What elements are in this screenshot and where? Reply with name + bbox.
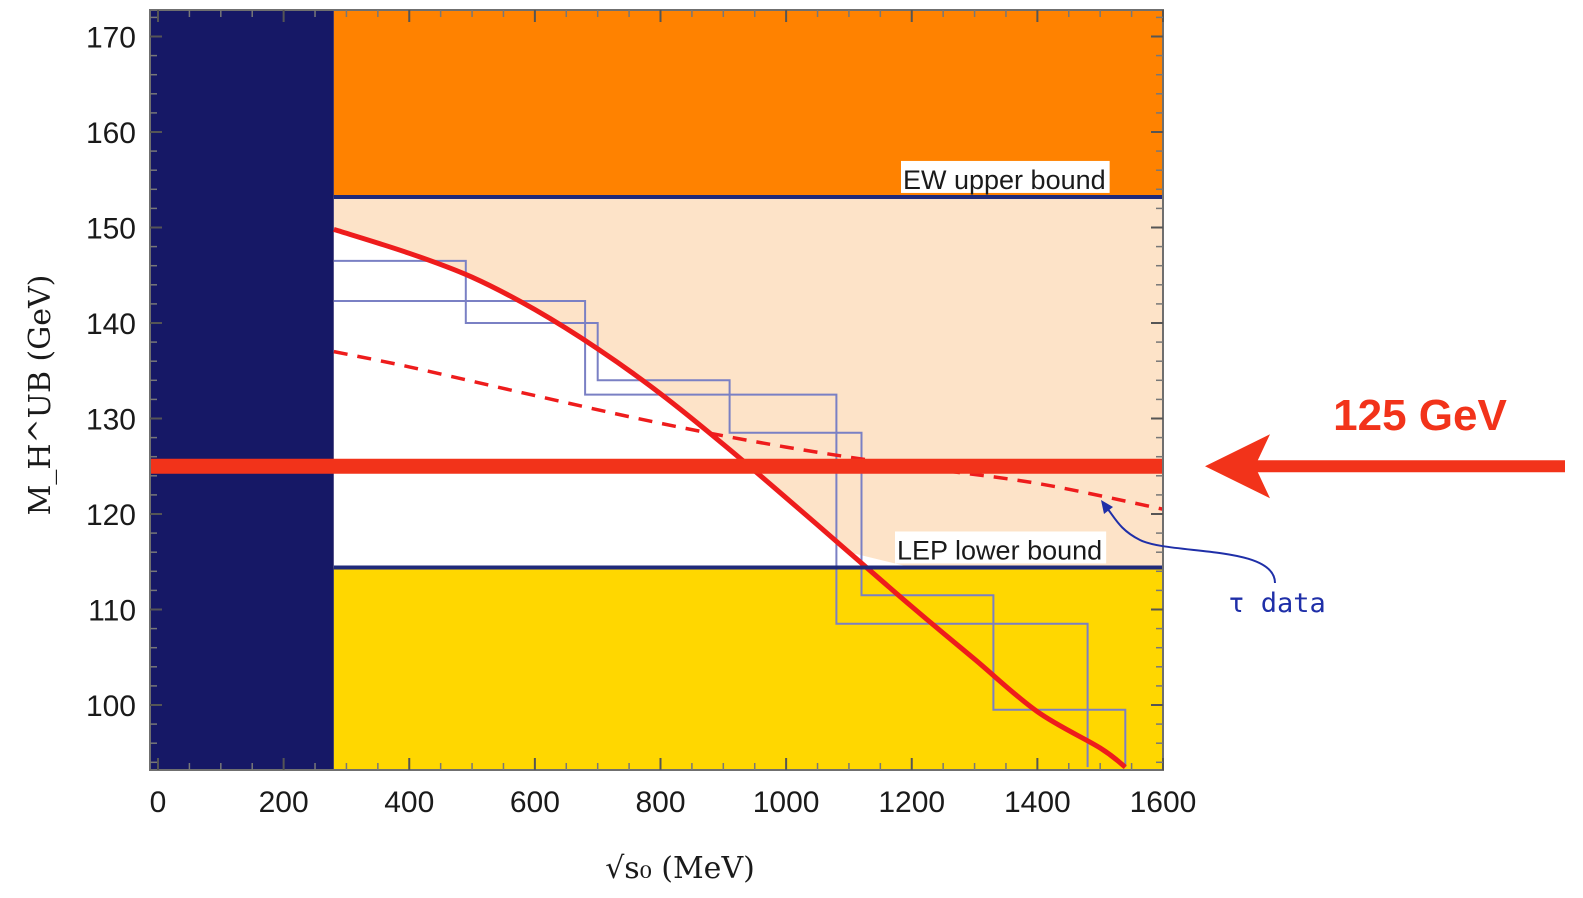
annotations: 125 GeV τ data <box>1101 391 1565 619</box>
curves <box>333 227 1163 770</box>
y-tick-label: 160 <box>86 117 136 150</box>
tick-labels: 0 200 400 600 800 1000 1200 1400 1600 100 110 120 13… <box>86 22 1196 820</box>
bound-label-bg-0 <box>901 160 1110 193</box>
y-tick-label: 100 <box>86 690 136 723</box>
curve-solid <box>333 227 1127 770</box>
x-tick-label: 400 <box>384 786 434 819</box>
x-tick-label: 1400 <box>1004 786 1071 819</box>
plot-frame <box>149 9 1164 771</box>
step-bound-lower <box>333 300 1089 768</box>
curve-dashed <box>333 349 1163 511</box>
bound-label-0: EW upper bound <box>903 165 1106 195</box>
y-tick-label: 150 <box>86 213 136 246</box>
bound-labels: EW upper bound LEP lower bound <box>895 160 1110 565</box>
bound-label-1: LEP lower bound <box>897 535 1102 565</box>
y-tick-label: 170 <box>86 22 136 55</box>
step-bounds <box>333 259 1127 768</box>
y-axis-title: M_H^UB (GeV) <box>23 275 58 516</box>
x-tick-label: 200 <box>259 786 309 819</box>
y-tick-label: 110 <box>88 595 136 628</box>
x-tick-label: 1200 <box>878 786 945 819</box>
step-bound-upper <box>333 259 1127 768</box>
x-tick-label: 0 <box>150 786 167 819</box>
y-tick-label: 140 <box>86 308 136 341</box>
region-lep-excluded <box>333 567 1163 770</box>
y-tick-label: 130 <box>86 404 136 437</box>
region-below-curve <box>333 229 1126 568</box>
x-axis-title: √s₀ (MeV) <box>605 851 755 886</box>
shaded-regions <box>150 10 1163 770</box>
highlight-label: 125 GeV <box>1333 391 1507 440</box>
bound-label-bg-1 <box>895 531 1107 564</box>
x-tick-label: 800 <box>635 786 685 819</box>
tau-data-pointer-head <box>1101 500 1113 514</box>
axis-ticks <box>150 10 1164 770</box>
bound-lines <box>333 194 1163 570</box>
region-excluded-low-s0 <box>150 10 334 770</box>
tau-data-pointer <box>1106 507 1276 584</box>
x-tick-label: 600 <box>510 786 560 819</box>
x-tick-label: 1600 <box>1130 786 1197 819</box>
y-tick-label: 120 <box>86 499 136 532</box>
x-tick-label: 1000 <box>753 786 820 819</box>
highlight-arrow-head <box>1205 434 1270 499</box>
tau-data-label: τ data <box>1228 588 1326 619</box>
